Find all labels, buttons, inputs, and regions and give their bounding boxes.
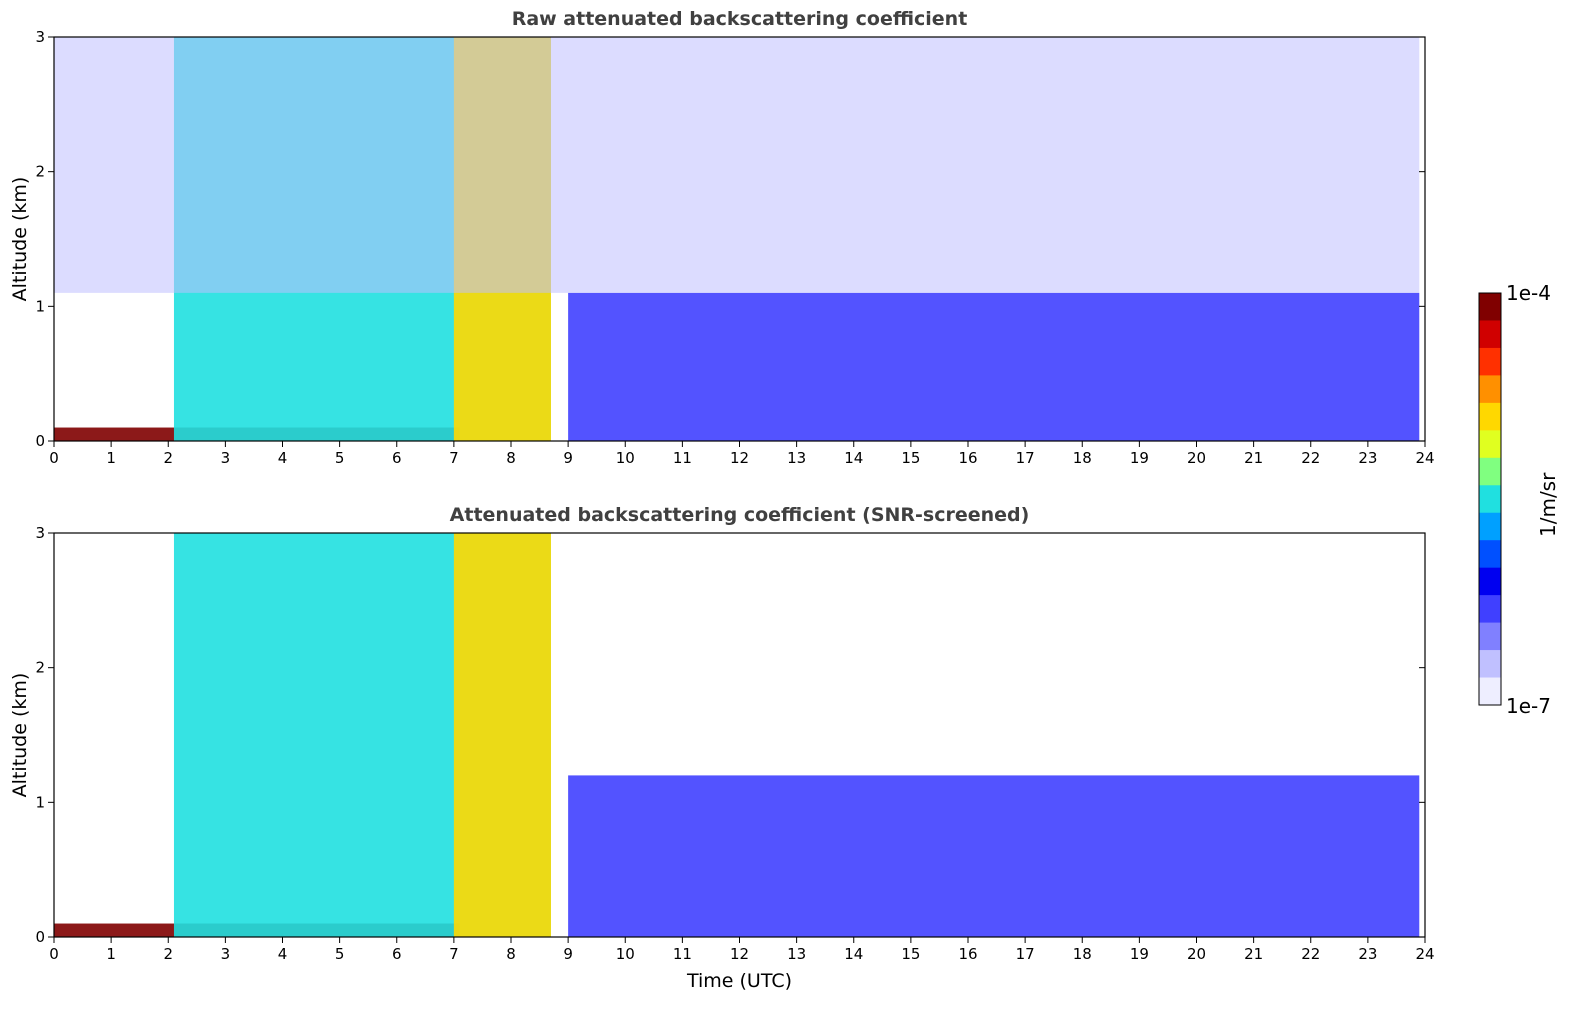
heatmap-region-boundary-layer-aerosol: [568, 775, 1420, 937]
colorbar-swatch: [1479, 485, 1501, 514]
colorbar-swatch: [1479, 512, 1501, 541]
x-tick-label: 23: [1358, 945, 1377, 963]
colorbar-swatch: [1479, 293, 1501, 321]
y-axis-label: Altitude (km): [9, 177, 31, 302]
y-tick-label: 3: [35, 524, 45, 542]
x-tick-label: 24: [1415, 945, 1434, 963]
x-tick-label: 10: [616, 945, 635, 963]
colorbar-swatch: [1479, 622, 1501, 651]
x-tick-label: 9: [563, 945, 573, 963]
bottom-heatmap-chart: 0 1 2 3 4 5 6 7 8 9 10 11 12 13 14 15 16 17 18 19 20 21 22 23 24…: [9, 524, 1435, 992]
x-tick-label: 18: [1073, 449, 1092, 467]
y-tick-label: 1: [35, 793, 45, 811]
x-tick-label: 11: [673, 449, 692, 467]
colorbar-swatch: [1479, 320, 1501, 349]
x-tick-label: 19: [1130, 945, 1149, 963]
bottom-panel-title: Attenuated backscattering coefficient (S…: [449, 504, 1030, 526]
y-axis-label: Altitude (km): [9, 673, 31, 798]
colorbar-swatch: [1479, 430, 1501, 459]
x-tick-label: 3: [221, 449, 231, 467]
y-tick-label: 2: [35, 163, 45, 181]
x-tick-label: 23: [1358, 449, 1377, 467]
colorbar: [1478, 292, 1502, 706]
heatmap-region-noise-region: [54, 37, 1420, 293]
colorbar-swatch: [1479, 540, 1501, 569]
colorbar-min-label: 1e-7: [1506, 694, 1551, 718]
x-tick-label: 22: [1301, 449, 1320, 467]
x-tick-label: 4: [278, 449, 288, 467]
x-tick-label: 20: [1187, 449, 1206, 467]
x-tick-label: 0: [49, 449, 59, 467]
x-tick-label: 17: [1016, 449, 1035, 467]
x-tick-label: 6: [392, 945, 402, 963]
x-tick-label: 13: [787, 449, 806, 467]
x-tick-label: 3: [221, 945, 231, 963]
y-tick-label: 0: [35, 928, 45, 946]
x-tick-label: 14: [844, 449, 863, 467]
x-tick-label: 8: [506, 449, 516, 467]
x-tick-label: 18: [1073, 945, 1092, 963]
colorbar-swatch: [1479, 402, 1501, 431]
heatmap-region-intense-precipitation: [453, 533, 551, 937]
x-tick-label: 21: [1244, 449, 1263, 467]
x-tick-label: 16: [958, 945, 977, 963]
colorbar-swatch: [1479, 347, 1501, 376]
x-tick-label: 12: [730, 945, 749, 963]
x-tick-label: 19: [1130, 449, 1149, 467]
x-tick-label: 10: [616, 449, 635, 467]
x-tick-label: 6: [392, 449, 402, 467]
x-tick-label: 1: [106, 945, 116, 963]
colorbar-swatch: [1479, 567, 1501, 596]
x-axis-label: Time (UTC): [686, 970, 792, 992]
x-tick-label: 2: [163, 449, 173, 467]
x-tick-label: 0: [49, 945, 59, 963]
x-tick-label: 14: [844, 945, 863, 963]
y-tick-label: 3: [35, 28, 45, 46]
x-tick-label: 12: [730, 449, 749, 467]
x-tick-label: 17: [1016, 945, 1035, 963]
colorbar-max-label: 1e-4: [1506, 281, 1551, 305]
colorbar-swatch: [1479, 457, 1501, 486]
x-tick-label: 1: [106, 449, 116, 467]
x-tick-label: 15: [901, 945, 920, 963]
x-tick-label: 7: [449, 449, 459, 467]
colorbar-unit-label: 1/m/sr: [1536, 472, 1560, 537]
top-panel-title: Raw attenuated backscattering coefficien…: [511, 8, 968, 30]
y-tick-label: 1: [35, 297, 45, 315]
x-tick-label: 7: [449, 945, 459, 963]
x-tick-label: 21: [1244, 945, 1263, 963]
x-tick-label: 13: [787, 945, 806, 963]
y-tick-label: 2: [35, 659, 45, 677]
x-tick-label: 8: [506, 945, 516, 963]
x-tick-label: 24: [1415, 449, 1434, 467]
heatmap-region-boundary-layer-aerosol: [568, 292, 1420, 441]
x-tick-label: 2: [163, 945, 173, 963]
x-tick-label: 15: [901, 449, 920, 467]
colorbar-swatch: [1479, 595, 1501, 624]
x-tick-label: 20: [1187, 945, 1206, 963]
x-tick-label: 22: [1301, 945, 1320, 963]
x-tick-label: 16: [958, 449, 977, 467]
colorbar-swatch: [1479, 375, 1501, 404]
colorbar-swatch: [1479, 650, 1501, 679]
x-tick-label: 5: [335, 945, 345, 963]
x-tick-label: 4: [278, 945, 288, 963]
y-tick-label: 0: [35, 432, 45, 450]
x-tick-label: 11: [673, 945, 692, 963]
x-tick-label: 9: [563, 449, 573, 467]
top-heatmap-chart: 0 1 2 3 4 5 6 7 8 9 10 11 12 13 14 15 16 17 18 19 20 21 22 23 24…: [9, 28, 1435, 467]
x-tick-label: 5: [335, 449, 345, 467]
colorbar-swatch: [1479, 677, 1501, 706]
colorbar-frame: [1478, 292, 1502, 706]
